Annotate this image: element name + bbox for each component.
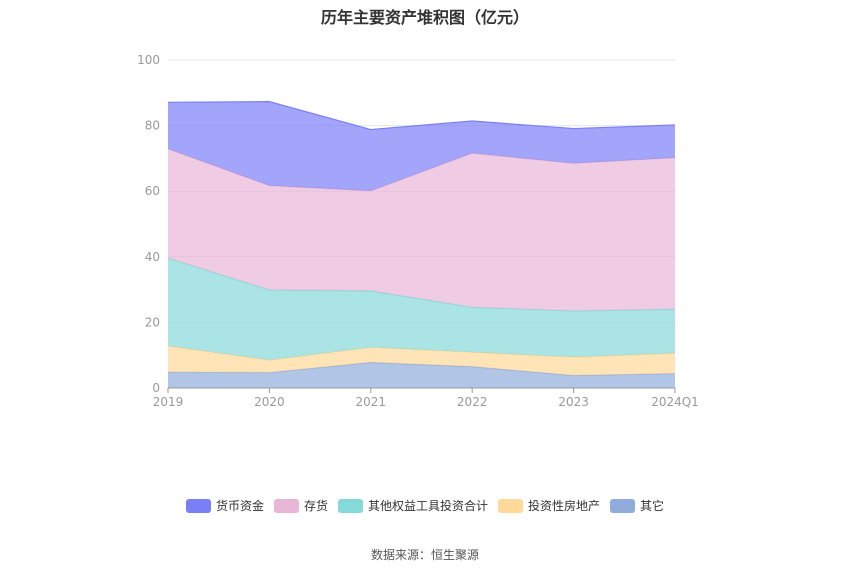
axes: 0 20 40 60 80 100 2019 2020 2021 2022 2023 2024Q1 xyxy=(137,53,699,409)
area-货币资金 xyxy=(168,101,675,191)
chart-title: 历年主要资产堆积图（亿元） xyxy=(320,8,529,27)
legend-label: 其它 xyxy=(640,499,665,513)
y-tick-label: 20 xyxy=(145,315,160,329)
x-tick-label: 2024Q1 xyxy=(651,395,699,409)
source-note: 数据来源：恒生聚源 xyxy=(370,548,479,562)
legend-swatch xyxy=(185,498,211,513)
legend-item[interactable]: 投资性房地产 xyxy=(498,497,600,514)
legend-item[interactable]: 其它 xyxy=(610,497,664,514)
chart-legend: 货币资金 存货 其他权益工具投资合计 投资性房地产 其它 xyxy=(0,497,850,514)
legend-item[interactable]: 存货 xyxy=(273,497,328,514)
legend-swatch xyxy=(498,498,523,513)
legend-label: 货币资金 xyxy=(215,499,264,513)
legend-swatch xyxy=(273,498,299,513)
area-投资性房地产 xyxy=(168,346,675,376)
y-tick-label: 40 xyxy=(145,250,160,264)
legend-label: 投资性房地产 xyxy=(528,499,601,513)
area-存货 xyxy=(168,148,675,311)
legend-label: 其他权益工具投资合计 xyxy=(367,499,488,513)
x-tick-label: 2021 xyxy=(356,395,387,409)
area-series xyxy=(167,101,676,388)
y-tick-label: 80 xyxy=(145,119,160,133)
area-其他权益工具投资合计 xyxy=(168,258,675,361)
legend-swatch xyxy=(610,498,636,513)
legend-item[interactable]: 货币资金 xyxy=(185,497,264,514)
y-tick-label: 100 xyxy=(137,53,160,67)
area-其它 xyxy=(168,362,675,388)
x-tick-label: 2019 xyxy=(153,395,184,409)
legend-label: 存货 xyxy=(303,499,328,513)
y-tick-label: 60 xyxy=(145,184,160,198)
legend-swatch xyxy=(337,498,363,513)
x-tick-label: 2020 xyxy=(254,395,285,409)
series-line-货币资金 xyxy=(167,101,676,131)
x-tick-label: 2023 xyxy=(558,395,589,409)
legend-item[interactable]: 其他权益工具投资合计 xyxy=(337,497,488,514)
x-tick-label: 2022 xyxy=(457,395,488,409)
y-tick-label: 0 xyxy=(152,381,160,395)
